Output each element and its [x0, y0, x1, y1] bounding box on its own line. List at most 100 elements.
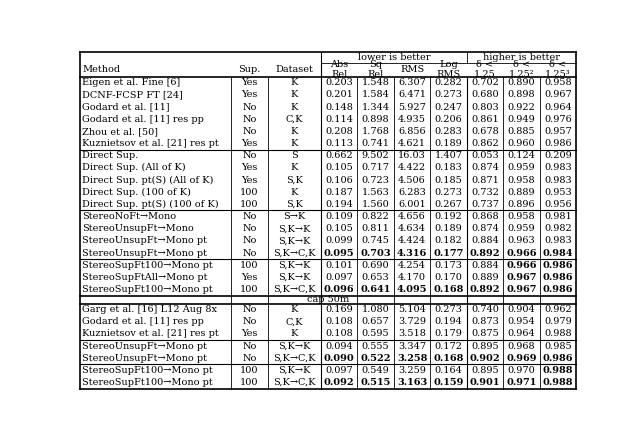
Text: No: No — [243, 102, 257, 112]
Text: No: No — [243, 341, 257, 351]
Text: 0.192: 0.192 — [435, 212, 463, 221]
Text: Godard et al. [11] res pp: Godard et al. [11] res pp — [83, 115, 204, 124]
Text: 1.768: 1.768 — [362, 127, 390, 136]
Text: StereoUnsupFt→Mono pt: StereoUnsupFt→Mono pt — [83, 354, 207, 363]
Text: Abs
Rel: Abs Rel — [330, 60, 348, 79]
Text: 1.344: 1.344 — [362, 102, 390, 112]
Text: 0.723: 0.723 — [362, 176, 390, 184]
Text: S: S — [291, 151, 298, 160]
Text: 6.307: 6.307 — [398, 78, 426, 87]
Text: 0.986: 0.986 — [543, 285, 573, 294]
Text: 4.095: 4.095 — [397, 285, 428, 294]
Text: 0.984: 0.984 — [543, 249, 573, 258]
Text: Yes: Yes — [241, 330, 258, 338]
Text: StereoUnsupFt→Mono pt: StereoUnsupFt→Mono pt — [83, 236, 207, 245]
Text: 0.179: 0.179 — [435, 330, 463, 338]
Text: DCNF-FCSP FT [24]: DCNF-FCSP FT [24] — [83, 90, 183, 99]
Text: 0.896: 0.896 — [508, 200, 535, 209]
Text: 0.717: 0.717 — [362, 164, 390, 172]
Text: 0.106: 0.106 — [325, 176, 353, 184]
Text: No: No — [243, 151, 257, 160]
Text: Direct Sup. (100 of K): Direct Sup. (100 of K) — [83, 187, 191, 197]
Text: 9.502: 9.502 — [362, 151, 390, 160]
Text: K: K — [291, 78, 298, 87]
Text: 0.901: 0.901 — [470, 378, 500, 387]
Text: Garg et al. [16] L12 Aug 8x: Garg et al. [16] L12 Aug 8x — [83, 305, 218, 314]
Text: 0.267: 0.267 — [435, 200, 463, 209]
Text: 0.189: 0.189 — [435, 224, 462, 233]
Text: No: No — [243, 115, 257, 124]
Text: 0.988: 0.988 — [543, 366, 573, 375]
Text: 0.892: 0.892 — [470, 249, 500, 258]
Text: 0.164: 0.164 — [435, 366, 463, 375]
Text: 0.979: 0.979 — [544, 317, 572, 326]
Text: 0.960: 0.960 — [508, 139, 535, 148]
Text: 0.124: 0.124 — [508, 151, 535, 160]
Text: 0.986: 0.986 — [543, 354, 573, 363]
Text: 0.595: 0.595 — [362, 330, 390, 338]
Text: 0.953: 0.953 — [544, 188, 572, 197]
Text: 0.954: 0.954 — [508, 317, 535, 326]
Text: 6.001: 6.001 — [398, 200, 426, 209]
Text: 0.641: 0.641 — [360, 285, 391, 294]
Text: 0.690: 0.690 — [362, 261, 390, 270]
Text: 6.471: 6.471 — [398, 90, 426, 99]
Text: Yes: Yes — [241, 90, 258, 99]
Text: 0.092: 0.092 — [324, 378, 355, 387]
Text: 0.822: 0.822 — [362, 212, 390, 221]
Text: 0.209: 0.209 — [544, 151, 572, 160]
Text: 0.282: 0.282 — [435, 78, 463, 87]
Text: 0.892: 0.892 — [470, 285, 500, 294]
Text: 0.247: 0.247 — [435, 102, 463, 112]
Text: 0.737: 0.737 — [471, 200, 499, 209]
Text: No: No — [243, 249, 257, 258]
Text: 0.108: 0.108 — [325, 317, 353, 326]
Text: C,K: C,K — [285, 115, 303, 124]
Text: Direct Sup.: Direct Sup. — [83, 151, 139, 160]
Text: StereoUnsupFt→Mono pt: StereoUnsupFt→Mono pt — [83, 341, 207, 351]
Text: Direct Sup. pt(S) (100 of K): Direct Sup. pt(S) (100 of K) — [83, 200, 219, 209]
Text: 0.090: 0.090 — [324, 354, 355, 363]
Text: 0.182: 0.182 — [435, 236, 463, 245]
Text: 0.958: 0.958 — [508, 212, 535, 221]
Text: 4.935: 4.935 — [398, 115, 426, 124]
Text: δ <
1.25²: δ < 1.25² — [509, 60, 534, 79]
Text: S,K→C,K: S,K→C,K — [273, 285, 316, 294]
Text: 0.273: 0.273 — [435, 305, 463, 314]
Text: 6.283: 6.283 — [398, 188, 426, 197]
Text: 0.096: 0.096 — [324, 285, 355, 294]
Text: 16.03: 16.03 — [398, 151, 426, 160]
Text: 0.194: 0.194 — [435, 317, 463, 326]
Text: 0.099: 0.099 — [325, 236, 353, 245]
Text: 1.563: 1.563 — [362, 188, 390, 197]
Text: StereoSupFt100→Mono pt: StereoSupFt100→Mono pt — [83, 366, 213, 375]
Text: 4.422: 4.422 — [398, 164, 426, 172]
Text: 100: 100 — [240, 285, 259, 294]
Text: 0.968: 0.968 — [508, 341, 535, 351]
Text: 0.108: 0.108 — [325, 330, 353, 338]
Text: 0.273: 0.273 — [435, 188, 463, 197]
Text: lower is better: lower is better — [358, 53, 430, 62]
Text: S,K→C,K: S,K→C,K — [273, 354, 316, 363]
Text: C,K: C,K — [285, 317, 303, 326]
Text: 4.424: 4.424 — [398, 236, 426, 245]
Text: 0.873: 0.873 — [471, 317, 499, 326]
Text: cap 50m: cap 50m — [307, 295, 349, 304]
Text: 0.653: 0.653 — [362, 273, 390, 282]
Text: No: No — [243, 317, 257, 326]
Text: Sup.: Sup. — [238, 65, 260, 74]
Text: 0.862: 0.862 — [471, 139, 499, 148]
Text: 0.874: 0.874 — [471, 164, 499, 172]
Text: 0.986: 0.986 — [543, 273, 573, 282]
Text: No: No — [243, 127, 257, 136]
Text: S,K→C,K: S,K→C,K — [273, 249, 316, 258]
Text: K: K — [291, 188, 298, 197]
Text: 0.895: 0.895 — [471, 341, 499, 351]
Text: 0.958: 0.958 — [544, 78, 572, 87]
Text: 0.885: 0.885 — [508, 127, 535, 136]
Text: 0.962: 0.962 — [544, 305, 572, 314]
Text: 0.985: 0.985 — [544, 341, 572, 351]
Text: 0.203: 0.203 — [325, 78, 353, 87]
Text: 5.927: 5.927 — [398, 102, 426, 112]
Text: 0.964: 0.964 — [508, 330, 535, 338]
